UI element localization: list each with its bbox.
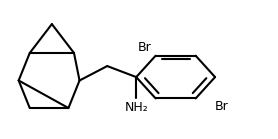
Text: Br: Br <box>215 100 229 113</box>
Text: NH₂: NH₂ <box>124 101 148 114</box>
Text: Br: Br <box>138 41 152 54</box>
